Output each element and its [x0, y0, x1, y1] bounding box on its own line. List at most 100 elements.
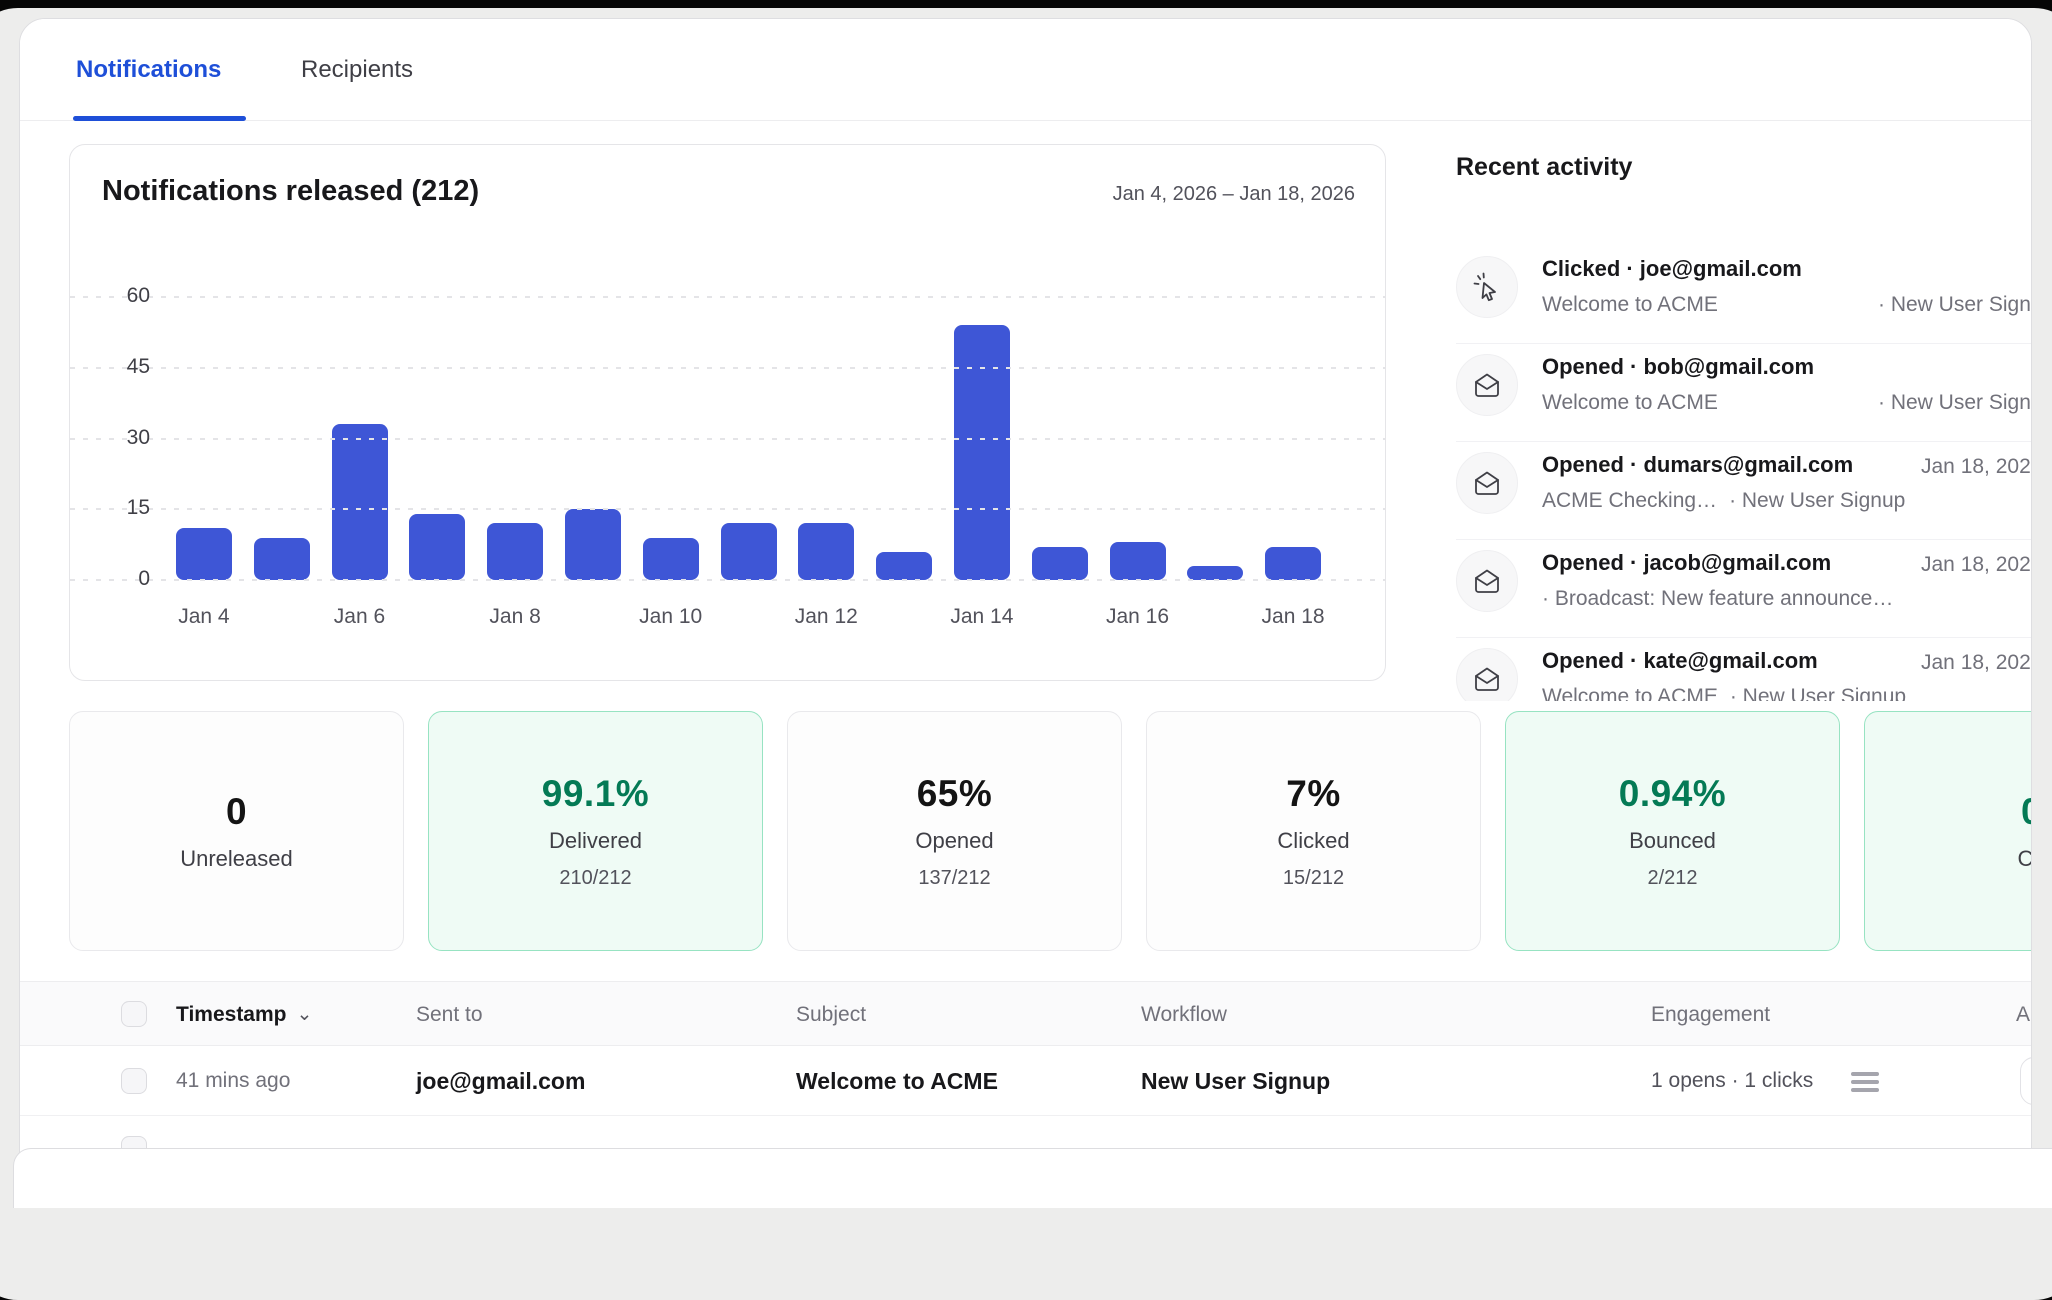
column-header-actions: A	[2016, 1002, 2031, 1026]
column-header-workflow: Workflow	[1141, 1002, 1227, 1026]
x-axis-tick-label: Jan 6	[333, 605, 386, 628]
activity-subject-workflow: · Broadcast: New feature announce…	[1542, 587, 2031, 611]
activity-item[interactable]: Opened · bob@gmail.com Welcome to ACME · N…	[1456, 344, 2031, 442]
notifications-released-card: Notifications released (212) Jan 4, 2026…	[69, 144, 1386, 681]
activity-item[interactable]: Opened · kate@gmail.com Welcome to ACME · …	[1456, 638, 2032, 701]
envelope-open-icon	[1456, 550, 1518, 612]
column-header-timestamp[interactable]: Timestamp ⌄	[176, 982, 312, 1047]
activity-subject-workflow: Welcome to ACME · New User Signup	[1542, 293, 2031, 317]
bottom-sheet	[13, 1148, 2052, 1208]
stat-card-delivered: 99.1% Delivered 210/212	[428, 711, 763, 951]
gridline	[70, 508, 1385, 511]
sort-chevron-down-icon: ⌄	[296, 1004, 313, 1025]
stat-fraction: 210/212	[559, 866, 632, 889]
activity-item-text: Opened · bob@gmail.com Welcome to ACME · N…	[1542, 354, 2031, 415]
stat-card-unreleased: 0 Unreleased	[69, 711, 404, 951]
stat-value: 7%	[1286, 772, 1341, 814]
bar-jan-9	[564, 509, 621, 580]
activity-action-recipient: Opened · kate@gmail.com	[1542, 648, 1818, 673]
tab-recipients[interactable]: Recipients	[301, 55, 414, 83]
bar-jan-10	[642, 537, 699, 580]
gridline	[70, 296, 1385, 298]
stat-value: 0	[225, 790, 248, 832]
activity-action-recipient: Opened · bob@gmail.com	[1542, 354, 1815, 379]
stat-label: Opened	[915, 827, 994, 853]
bar-jan-4	[175, 528, 232, 580]
x-axis-tick-label: Jan 18	[1261, 605, 1325, 628]
active-tab-underline	[73, 116, 246, 121]
stat-fraction: 15/212	[1282, 866, 1345, 889]
recent-activity-title: Recent activity	[1456, 153, 1633, 181]
bar-jan-11	[720, 523, 777, 580]
app-window: Notifications Recipients Notifications r…	[19, 18, 2032, 1206]
activity-item[interactable]: Clicked · joe@gmail.com Welcome to ACME · …	[1456, 246, 2031, 344]
activity-date: Jan 18, 2026	[1921, 553, 2032, 576]
activity-item[interactable]: Opened · dumars@gmail.com ACME Checking… ·…	[1456, 442, 2032, 540]
table-row[interactable]: 41 mins ago joe@gmail.com Welcome to ACM…	[20, 1046, 2031, 1116]
x-axis-tick-label: Jan 14	[950, 605, 1014, 628]
cell-subject: Welcome to ACME	[796, 1067, 998, 1094]
stat-value: 99.1%	[541, 772, 650, 814]
y-axis-tick-label: 30	[126, 425, 150, 449]
stat-label: Unreleased	[180, 845, 293, 871]
activity-workflow: · New User Signup	[1729, 685, 1907, 701]
bar-jan-13	[876, 551, 933, 580]
activity-action-recipient: Opened · dumars@gmail.com	[1542, 452, 1854, 477]
cell-timestamp: 41 mins ago	[176, 1069, 291, 1092]
y-axis-tick-label: 0	[138, 567, 150, 590]
activity-item-text: Opened · dumars@gmail.com ACME Checking… ·…	[1542, 452, 2032, 513]
activity-item-text: Opened · jacob@gmail.com · Broadcast: New…	[1542, 550, 2032, 611]
row-checkbox[interactable]	[121, 1068, 147, 1094]
gridline	[70, 579, 1385, 581]
bar-jan-15	[1031, 546, 1088, 580]
x-axis-tick-label: Jan 12	[794, 605, 858, 628]
y-axis-tick-label: 45	[126, 354, 150, 378]
row-actions-button[interactable]	[2020, 1057, 2031, 1105]
activity-subject: Welcome to ACME	[1542, 391, 1718, 414]
stat-value: 65%	[916, 772, 993, 814]
activity-subject-workflow: ACME Checking… · New User Signup	[1542, 489, 2031, 513]
x-axis-tick-label: Jan 8	[489, 605, 541, 628]
activity-date: Jan 18, 2026	[1921, 651, 2032, 674]
stat-label: Clicked	[1277, 827, 1350, 853]
column-header-sent-to: Sent to	[416, 1002, 483, 1026]
column-header-engagement: Engagement	[1651, 1002, 1771, 1026]
bar-jan-17	[1187, 565, 1244, 580]
envelope-open-icon	[1456, 648, 1518, 701]
bar-jan-5	[253, 537, 310, 580]
x-axis-tick-label: Jan 10	[639, 605, 703, 628]
chart-date-range[interactable]: Jan 4, 2026 – Jan 18, 2026	[1112, 183, 1355, 205]
table-header: Timestamp ⌄ Sent to Subject Workflow Eng…	[20, 981, 2031, 1047]
stat-value: 0	[2021, 791, 2031, 833]
y-axis-tick-label: 15	[126, 496, 150, 520]
bar-jan-6	[331, 424, 388, 580]
chart-title: Notifications released (212)	[102, 175, 480, 207]
column-header-subject: Subject	[796, 1002, 867, 1026]
bar-jan-8	[487, 523, 544, 580]
bar-jan-12	[798, 523, 855, 580]
stat-card-clicked: 7% Clicked 15/212	[1146, 711, 1481, 951]
activity-date: Jan 18, 2026	[1921, 455, 2032, 478]
activity-item-text: Clicked · joe@gmail.com Welcome to ACME · …	[1542, 256, 2031, 317]
bar-jan-14	[953, 325, 1010, 580]
stat-fraction: 137/212	[918, 866, 991, 889]
activity-subject-workflow: Welcome to ACME · New User Signup	[1542, 391, 2031, 415]
cursor-click-icon	[1456, 256, 1518, 318]
activity-subject: Welcome to ACME	[1542, 685, 1718, 701]
envelope-open-icon	[1456, 354, 1518, 416]
activity-subject-workflow: Welcome to ACME · New User Signup	[1542, 685, 2031, 701]
engagement-list-icon[interactable]	[1851, 1068, 1879, 1094]
stat-fraction: 2/212	[1647, 866, 1698, 889]
y-axis-tick-label: 60	[126, 284, 150, 307]
activity-workflow: · Broadcast: New feature announce…	[1542, 587, 1894, 610]
cell-engagement: 1 opens · 1 clicks	[1651, 1069, 1814, 1092]
timestamp-header-label: Timestamp	[176, 1002, 287, 1026]
tab-notifications[interactable]: Notifications	[76, 55, 222, 83]
select-all-checkbox[interactable]	[121, 1001, 147, 1027]
activity-workflow: · New User Signup	[1878, 293, 2031, 316]
stat-label: Bounced	[1629, 827, 1716, 853]
activity-item[interactable]: Opened · jacob@gmail.com · Broadcast: New…	[1456, 540, 2032, 638]
envelope-open-icon	[1456, 452, 1518, 514]
activity-action-recipient: Clicked · joe@gmail.com	[1542, 256, 1802, 281]
bar-jan-7	[409, 513, 466, 580]
